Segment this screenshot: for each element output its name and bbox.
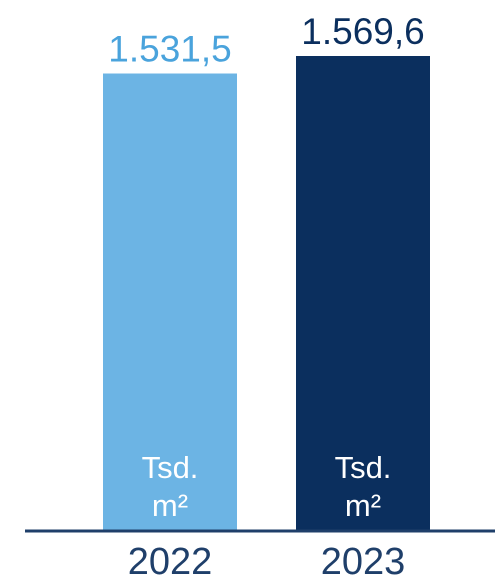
value-label-2022: 1.531,5 — [108, 29, 231, 70]
x-tick-label-2023: 2023 — [321, 541, 406, 583]
unit-label-line1-2023: Tsd. — [335, 450, 392, 485]
x-tick-label-2022: 2022 — [128, 541, 213, 583]
unit-label-line2-2022: m² — [152, 488, 188, 523]
bar-2023 — [296, 56, 430, 530]
value-label-2023: 1.569,6 — [301, 11, 424, 52]
unit-label-line2-2023: m² — [345, 488, 381, 523]
unit-label-line1-2022: Tsd. — [142, 450, 199, 485]
bar-2022 — [103, 73, 237, 530]
